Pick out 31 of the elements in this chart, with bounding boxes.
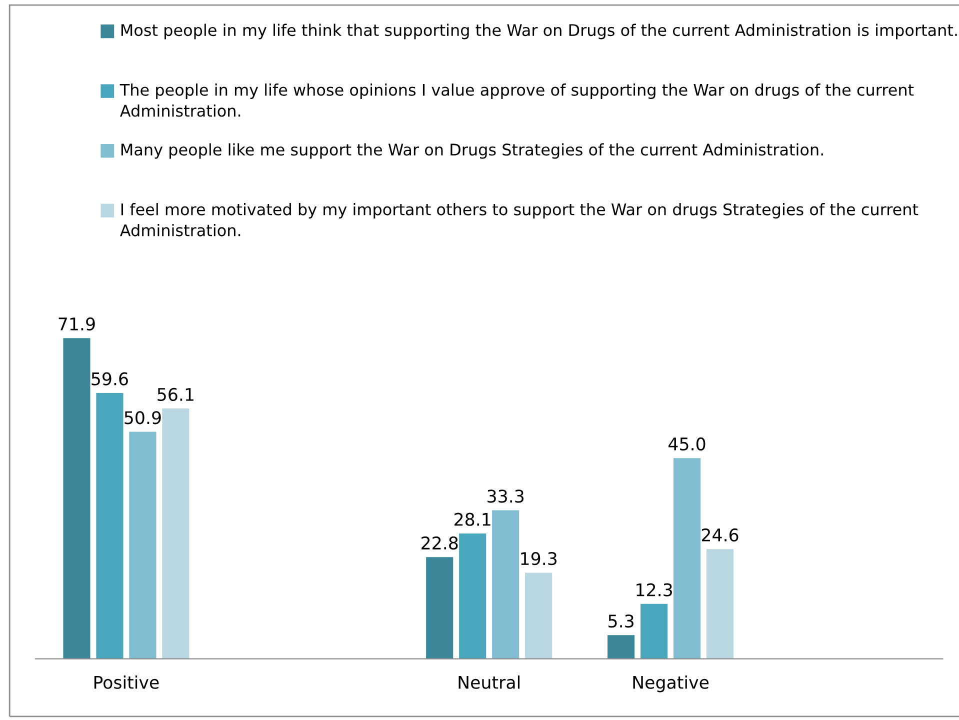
legend-label: Many people like me support the War on Drugs Strategies of the current Administration. [121,143,823,159]
data-label: 71.9 [58,317,95,331]
data-label: 59.6 [92,372,128,386]
legend-label: I feel more motivated by my important others to support the War on drugs Strategies of the current Administration. [120,203,918,236]
legend-label: Most people in my life think that supporting the War on Drugs of the current Administration is important. [121,24,957,40]
bar [129,432,156,659]
data-label: 12.3 [636,583,672,596]
x-tick-label: Negative [633,675,709,692]
bar [525,572,552,659]
data-label: 28.1 [454,512,490,526]
data-label: 50.9 [124,411,161,424]
x-tick-label: Positive [94,675,159,689]
data-label: 33.3 [488,490,524,503]
legend-label: The people in my life whose opinions I value approve of supporting the War on drugs of the current Administration. [120,84,914,117]
bar [426,557,454,659]
bar [63,338,90,659]
data-label: 19.3 [521,552,557,566]
bar [706,549,734,659]
bar [459,533,486,659]
bar [640,604,668,659]
data-label: 22.8 [422,536,458,550]
bar [162,408,190,659]
data-label: 45.0 [668,437,706,451]
data-label: 56.1 [158,388,194,402]
data-label: 5.3 [608,614,634,628]
bar [674,458,701,659]
bar [96,392,124,659]
bar [492,510,520,659]
x-tick-label: Neutral [458,675,520,689]
bar [608,635,635,659]
data-label: 24.6 [702,528,738,542]
